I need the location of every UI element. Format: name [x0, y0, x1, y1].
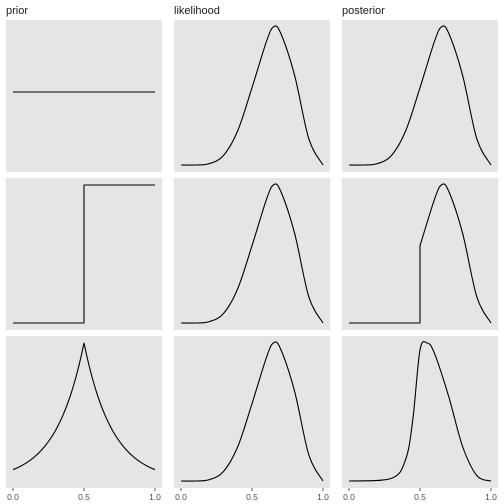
curve-r1-posterior: [348, 25, 492, 166]
panel-background-r3-prior: [6, 336, 162, 488]
panel-background-r1-posterior: [342, 20, 498, 172]
column-title-prior: prior: [6, 5, 28, 17]
curve-r3-posterior: [348, 340, 492, 482]
curve-r1-likelihood: [180, 25, 324, 166]
x-tick-label-likelihood-0: 0.0: [175, 492, 187, 502]
panel-background-r2-likelihood: [174, 178, 330, 330]
x-tick-label-likelihood-2: 1.0: [317, 492, 329, 502]
x-tick-label-posterior-2: 1.0: [485, 492, 497, 502]
x-tick-label-prior-2: 1.0: [149, 492, 161, 502]
panel-background-r1-likelihood: [174, 20, 330, 172]
curve-r3-prior: [12, 342, 156, 471]
column-title-likelihood: likelihood: [174, 5, 220, 17]
x-axes: 0.0 0.5 1.0 0.0 0.5 1.0 0.0 0.5 1.0: [7, 488, 497, 502]
curve-r2-posterior: [349, 183, 492, 324]
x-tick-label-prior-1: 0.5: [78, 492, 90, 502]
panel-background-r3-likelihood: [174, 336, 330, 488]
panel-background-r3-posterior: [342, 336, 498, 488]
curve-r2-prior: [13, 184, 155, 324]
x-tick-label-prior-0: 0.0: [7, 492, 19, 502]
panel-grid: [6, 20, 498, 488]
x-tick-label-posterior-0: 0.0: [343, 492, 355, 502]
curve-r2-likelihood: [180, 183, 324, 324]
panel-background-r1-prior: [6, 20, 162, 172]
curve-r3-likelihood: [180, 341, 324, 482]
x-tick-label-likelihood-1: 0.5: [246, 492, 258, 502]
column-title-posterior: posterior: [342, 5, 385, 17]
x-tick-label-posterior-1: 0.5: [414, 492, 426, 502]
